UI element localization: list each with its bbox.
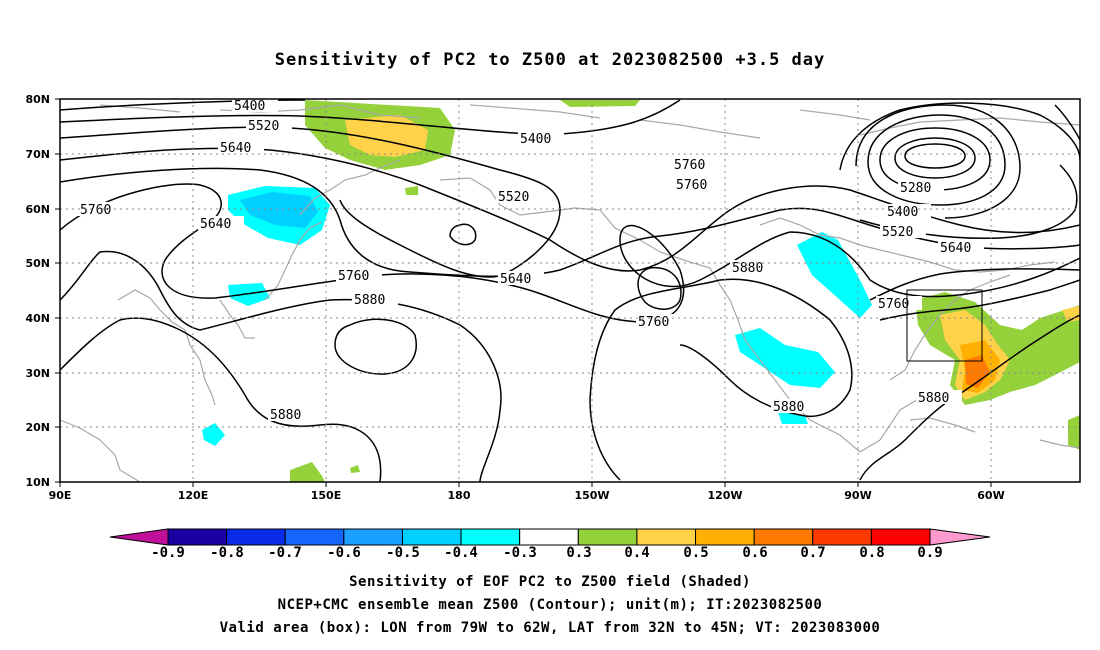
colorbar-label: -0.5 bbox=[386, 545, 420, 561]
contour-label: 5280 bbox=[900, 181, 931, 196]
caption-line-3: Valid area (box): LON from 79W to 62W, L… bbox=[219, 620, 881, 636]
colorbar-low-end bbox=[109, 528, 169, 546]
colorbar-label: 0.4 bbox=[624, 545, 649, 561]
negative-region bbox=[202, 423, 225, 446]
positive-region bbox=[405, 186, 418, 195]
colorbar-swatch bbox=[753, 528, 814, 546]
colorbar-swatch bbox=[519, 528, 579, 546]
contour-label: 5520 bbox=[248, 119, 279, 134]
colorbar-label: 0.7 bbox=[800, 545, 825, 561]
contour-label: 5640 bbox=[940, 241, 971, 256]
contour-label: 5760 bbox=[338, 269, 369, 284]
lat-tick-label: 50N bbox=[25, 257, 50, 270]
negative-region bbox=[735, 328, 835, 388]
lon-tick-label: 60W bbox=[977, 489, 1004, 502]
contour-label: 5760 bbox=[80, 203, 111, 218]
contour-label: 5640 bbox=[220, 141, 251, 156]
colorbar-swatch bbox=[870, 528, 931, 546]
negative-region bbox=[240, 192, 318, 228]
lon-tick-label: 120W bbox=[707, 489, 742, 502]
contour-label: 5760 bbox=[638, 315, 669, 330]
lon-tick-label: 90E bbox=[49, 489, 72, 502]
lon-tick-label: 150W bbox=[574, 489, 609, 502]
colorbar-label: -0.9 bbox=[151, 545, 185, 561]
colorbar-swatch bbox=[226, 528, 286, 546]
contour-label: 5880 bbox=[773, 400, 804, 415]
valid-area-box bbox=[906, 289, 983, 362]
colorbar-high-end bbox=[929, 528, 991, 546]
colorbar: -0.9 -0.8 -0.7 -0.6 -0.5 -0.4 -0.3 0.3 0… bbox=[109, 528, 991, 561]
lat-tick-label: 20N bbox=[25, 421, 50, 434]
contour-label: 5400 bbox=[234, 99, 265, 114]
axis-ticks bbox=[55, 98, 992, 487]
map-area: 5400 5520 5640 5760 5400 5640 5760 5520 … bbox=[60, 99, 1080, 482]
lon-axis: 90E 120E 150E 180 150W 120W 90W 60W bbox=[49, 489, 1005, 502]
contour-label: 5760 bbox=[878, 297, 909, 312]
lon-tick-label: 90W bbox=[844, 489, 871, 502]
positive-region bbox=[965, 355, 990, 388]
lat-axis: 80N 70N 60N 50N 40N 30N 20N 10N bbox=[25, 93, 50, 489]
colorbar-swatch bbox=[167, 528, 228, 546]
contour-label: 5400 bbox=[887, 205, 918, 220]
map-frame bbox=[59, 98, 1081, 483]
colorbar-label: 0.3 bbox=[566, 545, 591, 561]
lat-lon-grid bbox=[60, 99, 1080, 482]
contour-label: 5520 bbox=[882, 225, 913, 240]
lon-tick-label: 150E bbox=[311, 489, 341, 502]
colorbar-label: -0.4 bbox=[444, 545, 478, 561]
colorbar-swatch bbox=[695, 528, 755, 546]
contour-label: 5640 bbox=[500, 272, 531, 287]
colorbar-swatch bbox=[401, 528, 462, 546]
caption-line-1: Sensitivity of EOF PC2 to Z500 field (Sh… bbox=[349, 574, 751, 590]
negative-region bbox=[797, 232, 872, 318]
colorbar-swatch bbox=[460, 528, 521, 546]
colorbar-swatch bbox=[284, 528, 345, 546]
colorbar-swatch bbox=[812, 528, 872, 546]
contour-label: 5880 bbox=[732, 261, 763, 276]
colorbar-swatch bbox=[577, 528, 638, 546]
contour-label: 5760 bbox=[674, 158, 705, 173]
colorbar-swatch bbox=[636, 528, 697, 546]
lat-tick-label: 10N bbox=[25, 476, 50, 489]
lat-tick-label: 60N bbox=[25, 203, 50, 216]
lat-tick-label: 80N bbox=[25, 93, 50, 106]
positive-region bbox=[1068, 415, 1080, 450]
lon-tick-label: 120E bbox=[178, 489, 208, 502]
colorbar-label: -0.8 bbox=[210, 545, 244, 561]
contour-label: 5760 bbox=[676, 178, 707, 193]
positive-region bbox=[345, 115, 428, 157]
lat-tick-label: 30N bbox=[25, 367, 50, 380]
coastlines bbox=[60, 104, 1080, 482]
colorbar-label: 0.9 bbox=[917, 545, 942, 561]
lat-tick-label: 70N bbox=[25, 148, 50, 161]
contour-label: 5400 bbox=[520, 132, 551, 147]
colorbar-label: -0.7 bbox=[268, 545, 302, 561]
colorbar-label: -0.3 bbox=[503, 545, 537, 561]
lon-tick-label: 180 bbox=[448, 489, 471, 502]
contour-label: 5880 bbox=[354, 293, 385, 308]
colorbar-swatch bbox=[343, 528, 403, 546]
positive-region bbox=[290, 462, 325, 482]
colorbar-label: -0.6 bbox=[327, 545, 361, 561]
lat-tick-label: 40N bbox=[25, 312, 50, 325]
contour-label-group: 5400 5520 5640 5760 5400 5640 5760 5520 … bbox=[78, 99, 984, 423]
colorbar-label: 0.8 bbox=[859, 545, 884, 561]
sensitivity-shading bbox=[202, 100, 1080, 482]
colorbar-label: 0.5 bbox=[683, 545, 708, 561]
colorbar-label: 0.6 bbox=[742, 545, 767, 561]
caption-line-2: NCEP+CMC ensemble mean Z500 (Contour); u… bbox=[277, 597, 823, 613]
contour-label: 5880 bbox=[270, 408, 301, 423]
negative-region bbox=[228, 283, 270, 306]
positive-region bbox=[350, 465, 360, 473]
map-title: Sensitivity of PC2 to Z500 at 2023082500… bbox=[274, 50, 826, 70]
contour-label: 5640 bbox=[200, 217, 231, 232]
contour-label: 5520 bbox=[498, 190, 529, 205]
contour-label: 5880 bbox=[918, 391, 949, 406]
positive-region bbox=[560, 100, 640, 107]
